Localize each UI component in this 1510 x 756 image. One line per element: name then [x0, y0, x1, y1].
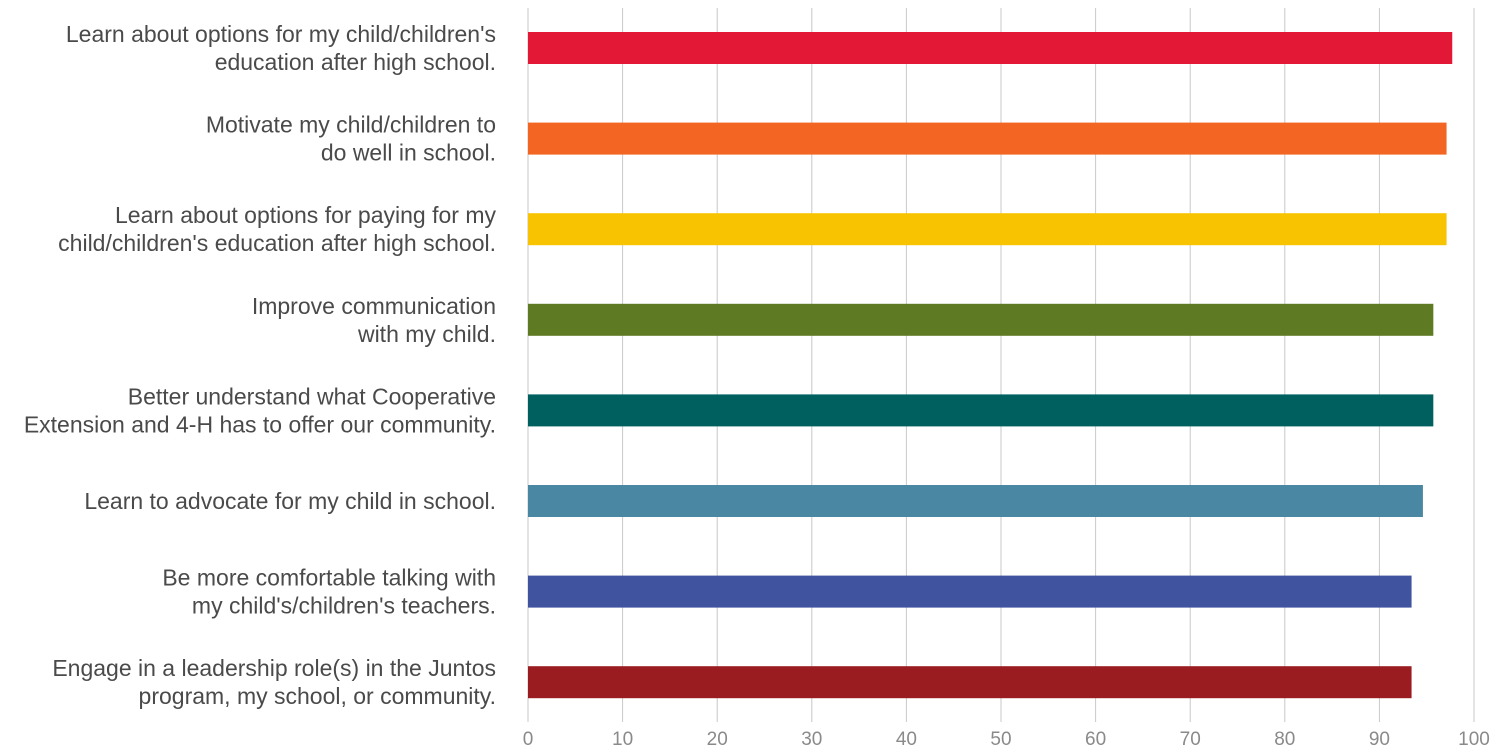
bar: [528, 213, 1447, 246]
x-tick-label: 0: [523, 729, 534, 750]
x-tick-label: 50: [990, 729, 1011, 750]
bar: [528, 303, 1434, 336]
category-label: Learn about options for my child/childre…: [66, 21, 496, 47]
x-tick-label: 60: [1085, 729, 1106, 750]
category-label: child/children's education after high sc…: [58, 230, 496, 256]
bars: [528, 32, 1453, 699]
grid-lines: [527, 8, 1475, 722]
category-label: program, my school, or community.: [139, 683, 496, 709]
bar: [528, 394, 1434, 427]
category-label: with my child.: [357, 321, 496, 347]
bar: [528, 485, 1423, 517]
x-tick-label: 30: [801, 729, 822, 750]
bar: [528, 122, 1447, 155]
x-tick-label: 90: [1369, 729, 1390, 750]
category-labels: Learn about options for my child/childre…: [24, 21, 497, 709]
x-axis-ticks: 0 10 20 30 40 50 60 70 80 90 100: [523, 729, 1490, 750]
category-label: my child's/children's teachers.: [192, 593, 496, 619]
bar: [528, 32, 1453, 64]
category-label: Improve communication: [252, 293, 496, 319]
category-label: Learn about options for paying for my: [115, 202, 497, 228]
x-tick-label: 80: [1274, 729, 1295, 750]
category-label: Better understand what Cooperative: [128, 383, 496, 409]
x-tick-label: 70: [1180, 729, 1201, 750]
bar: [528, 666, 1412, 699]
category-label: do well in school.: [321, 140, 496, 166]
x-tick-label: 100: [1458, 729, 1490, 750]
x-tick-label: 20: [707, 729, 728, 750]
x-tick-label: 10: [612, 729, 633, 750]
category-label: Engage in a leadership role(s) in the Ju…: [52, 655, 496, 681]
category-label: Be more comfortable talking with: [162, 565, 496, 591]
category-label: Motivate my child/children to: [206, 112, 496, 138]
bar: [528, 575, 1412, 608]
category-label: Extension and 4-H has to offer our commu…: [24, 411, 496, 437]
x-tick-label: 40: [896, 729, 917, 750]
category-label: education after high school.: [215, 49, 496, 75]
category-label: Learn to advocate for my child in school…: [84, 488, 496, 514]
